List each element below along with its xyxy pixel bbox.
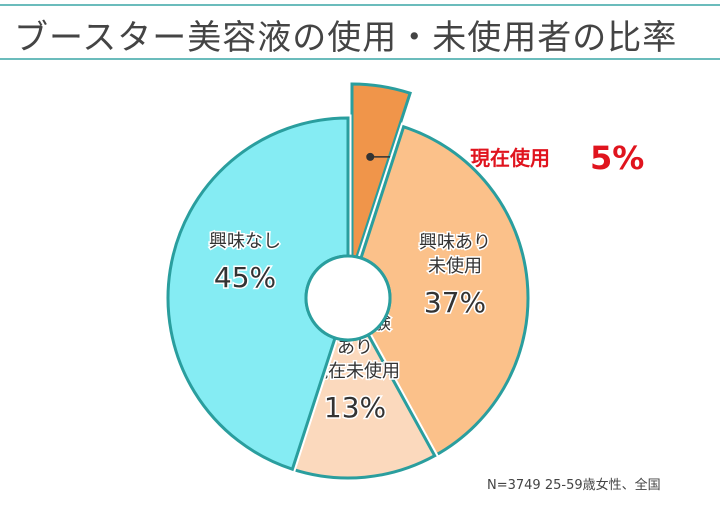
callout-value: 5% [590,139,644,177]
sample-note: N=3749 25-59歳女性、全国 [487,478,661,493]
slice-label: 興味あり [419,232,491,253]
chart-title: ブースター美容液の使用・未使用者の比率 [14,18,678,58]
slice-label: 未使用 [428,256,482,277]
slice-0 [350,82,412,273]
slice-label: 興味なし [209,231,281,252]
title-top-rule [0,4,720,6]
title-bottom-rule [0,58,720,60]
slice-value: 45% [214,261,276,294]
callout-label: 現在使用 [470,146,550,170]
slice-value: 13% [324,391,386,424]
donut-hole [304,254,392,342]
slice-value: 37% [424,286,486,319]
